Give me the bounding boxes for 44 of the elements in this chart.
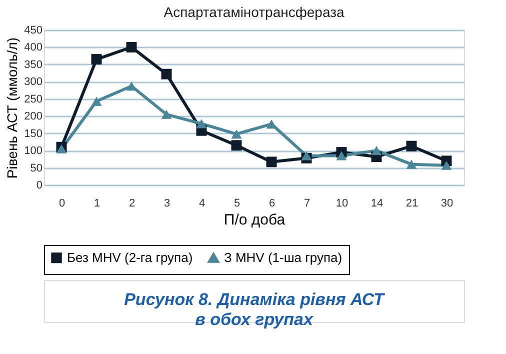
point bbox=[91, 96, 102, 106]
point bbox=[196, 119, 207, 128]
point bbox=[126, 42, 137, 52]
point bbox=[161, 110, 172, 119]
x-tick-label: 21 bbox=[406, 198, 418, 210]
x-tick-label: 10 bbox=[336, 198, 348, 210]
point bbox=[406, 140, 417, 152]
x-tick-label: 7 bbox=[304, 198, 310, 210]
y-tick-label: 300 bbox=[24, 76, 42, 88]
point bbox=[91, 54, 102, 65]
x-tick-label: 0 bbox=[58, 198, 66, 210]
point bbox=[266, 156, 277, 168]
x-tick-label: 5 bbox=[234, 198, 240, 210]
y-tick-label: 450 bbox=[24, 24, 42, 36]
chart-title: Аспартатамінотрансфераза bbox=[164, 4, 344, 20]
point bbox=[371, 146, 382, 156]
y-axis-title: Рівень АСТ (ммоль/л) bbox=[4, 37, 20, 179]
legend-label: З MHV (1-ша група) bbox=[224, 250, 342, 266]
y-tick-label: 350 bbox=[24, 58, 42, 71]
x-tick-label: 14 bbox=[370, 198, 384, 210]
y-tick-label: 200 bbox=[24, 110, 42, 123]
point bbox=[406, 160, 417, 169]
point bbox=[161, 68, 172, 80]
point bbox=[56, 144, 67, 154]
x-axis-title: П/о доба bbox=[224, 212, 286, 228]
point bbox=[441, 160, 452, 170]
x-tick-label: 4 bbox=[198, 198, 206, 210]
point bbox=[336, 151, 347, 160]
legend-label: Без MHV (2-га група) bbox=[67, 250, 193, 265]
x-tick-label: 1 bbox=[94, 198, 100, 210]
text: Рисунок 8. Динаміка рівня АСТ в обох групах bbox=[124, 290, 386, 329]
point bbox=[231, 129, 242, 139]
point bbox=[301, 151, 312, 160]
y-tick-label: 400 bbox=[24, 42, 42, 54]
y-tick-label: 50 bbox=[30, 162, 42, 174]
y-tick-label: 250 bbox=[24, 93, 42, 106]
y-tick-label: 100 bbox=[24, 145, 42, 158]
x-tick-label: 2 bbox=[128, 198, 136, 210]
x-tick-label: 3 bbox=[164, 198, 170, 210]
y-tick-label: 150 bbox=[24, 128, 42, 140]
x-tick-label: 30 bbox=[440, 198, 454, 210]
y-tick-label: 0 bbox=[36, 180, 42, 192]
x-tick-label: 6 bbox=[268, 198, 276, 210]
point bbox=[231, 140, 242, 151]
